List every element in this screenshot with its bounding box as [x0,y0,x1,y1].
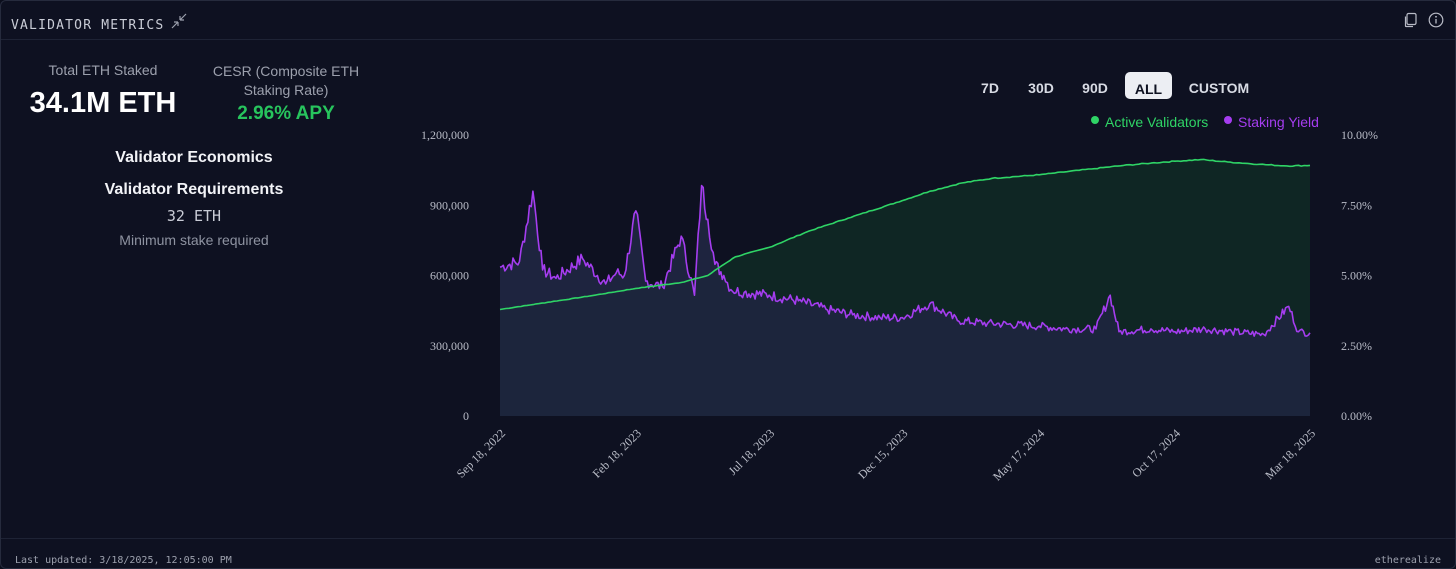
legend-active-validators-label: Active Validators [1105,114,1209,130]
y-left-tick-label: 900,000 [430,198,469,212]
min-stake-caption: Minimum stake required [119,232,269,248]
x-tick-label: Mar 18, 2025 [1262,426,1318,482]
total-staked-value: 34.1M ETH [29,87,177,119]
x-tick-label: Feb 18, 2023 [590,426,644,480]
y-left-tick-label: 600,000 [430,269,469,283]
validator-economics-title: Validator Economics [115,149,273,166]
range-button-7d[interactable]: 7D [981,80,999,96]
range-button-all[interactable]: ALL [1125,72,1172,99]
x-tick-label: May 17, 2024 [990,426,1047,483]
staking-yield-line [499,184,1311,337]
last-updated-text: Last updated: 3/18/2025, 12:05:00 PM [15,555,232,566]
y-left-tick-label: 300,000 [430,339,469,353]
staking-yield-area-overlay [500,185,1310,416]
validator-requirements-title: Validator Requirements [104,181,284,198]
y-right-tick-label: 10.00% [1341,128,1378,142]
x-tick-label: Dec 15, 2023 [855,426,910,481]
legend-staking-yield-label: Staking Yield [1238,114,1319,130]
x-tick-label: Oct 17, 2024 [1129,426,1183,480]
panel-header: VALIDATOR METRICS [1,1,1455,40]
validator-chart: 0 300,000 600,000 900,000 1,200,000 0.00% 2.50… [421,128,1378,483]
legend-staking-yield[interactable]: Staking Yield [1224,114,1319,130]
panel-footer: Last updated: 3/18/2025, 12:05:00 PM eth… [1,538,1455,568]
collapse-arrows-icon[interactable] [171,13,187,29]
x-tick-label: Sep 18, 2022 [454,426,508,480]
copy-icon[interactable] [1402,12,1418,28]
active-validators-line [499,158,1311,311]
y-right-tick-label: 2.50% [1341,339,1372,353]
legend-dot-validators [1091,116,1099,124]
y-left-tick-label: 1,200,000 [421,128,469,142]
legend-active-validators[interactable]: Active Validators [1091,114,1208,130]
cesr-label: CESR (Composite ETH Staking Rate) [212,63,360,98]
total-staked-label: Total ETH Staked [48,62,158,78]
y-left-tick-label: 0 [463,409,469,423]
cesr-value: 2.96% APY [237,103,335,124]
x-tick-label: Jul 18, 2023 [726,426,778,478]
y-right-tick-label: 7.50% [1341,198,1372,212]
y-right-tick-label: 0.00% [1341,409,1372,423]
range-button-90d[interactable]: 90D [1082,80,1108,96]
legend-dot-yield [1224,116,1232,124]
info-icon[interactable] [1428,12,1444,28]
panel-title: VALIDATOR METRICS [11,18,165,33]
y-right-tick-label: 5.00% [1341,269,1372,283]
brand-text: etherealize [1374,555,1441,566]
min-stake-value: 32 ETH [166,207,222,225]
range-button-custom[interactable]: CUSTOM [1188,80,1250,96]
range-button-30d[interactable]: 30D [1028,80,1054,96]
